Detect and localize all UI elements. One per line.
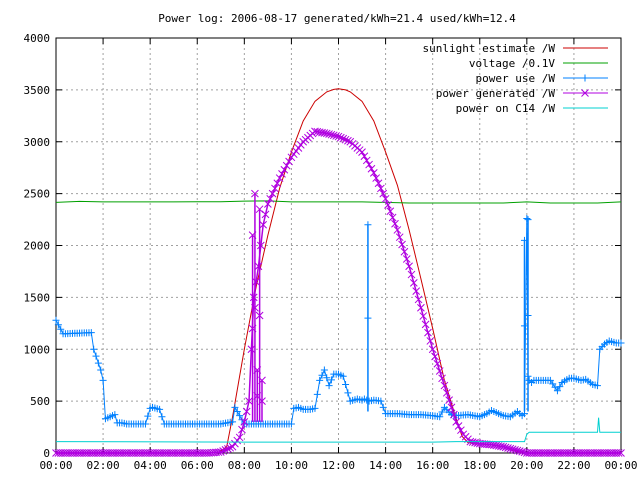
legend-label: sunlight estimate /W bbox=[423, 42, 556, 55]
series-power-on-c14-w bbox=[56, 417, 621, 443]
x-tick-label: 20:00 bbox=[510, 459, 543, 472]
legend-label: power on C14 /W bbox=[456, 102, 556, 115]
plot-frame bbox=[55, 37, 622, 454]
x-tick-label: 02:00 bbox=[87, 459, 120, 472]
y-tick-label: 2500 bbox=[24, 188, 51, 201]
y-tick-label: 3000 bbox=[24, 136, 51, 149]
series-power-use-w bbox=[52, 215, 625, 428]
x-tick-label: 14:00 bbox=[369, 459, 402, 472]
x-tick-label: 18:00 bbox=[463, 459, 496, 472]
series-power-generated-w bbox=[52, 127, 625, 457]
y-tick-label: 3500 bbox=[24, 84, 51, 97]
y-tick-label: 2000 bbox=[24, 240, 51, 253]
x-tick-label: 08:00 bbox=[228, 459, 261, 472]
x-tick-label: 10:00 bbox=[275, 459, 308, 472]
y-tick-label: 4000 bbox=[24, 32, 51, 45]
legend-marker bbox=[581, 74, 589, 82]
legend-label: power use /W bbox=[476, 72, 556, 85]
y-tick-label: 1000 bbox=[24, 343, 51, 356]
y-tick-label: 0 bbox=[43, 447, 50, 460]
legend-marker bbox=[581, 89, 589, 97]
legend: sunlight estimate /W voltage /0.1V power u… bbox=[423, 42, 608, 115]
chart-title: Power log: 2006-08-17 generated/kWh=21.4… bbox=[158, 12, 516, 25]
grid bbox=[56, 38, 621, 453]
y-tick-label: 1500 bbox=[24, 291, 51, 304]
x-tick-label: 00:00 bbox=[604, 459, 637, 472]
legend-label: power generated /W bbox=[436, 87, 556, 100]
series-spikes bbox=[364, 216, 532, 412]
series-spikes bbox=[248, 189, 266, 422]
y-tick-label: 500 bbox=[30, 395, 50, 408]
x-tick-label: 06:00 bbox=[181, 459, 214, 472]
x-tick-label: 16:00 bbox=[416, 459, 449, 472]
legend-label: voltage /0.1V bbox=[469, 57, 555, 70]
axes: 0 500 1000 1500 2000 2500 3000 3500 4000 00:00 02:… bbox=[24, 32, 638, 472]
series-line bbox=[56, 417, 621, 443]
x-tick-label: 22:00 bbox=[557, 459, 590, 472]
series-line bbox=[55, 200, 622, 204]
x-tick-label: 04:00 bbox=[134, 459, 167, 472]
series-markers bbox=[52, 127, 625, 457]
series-markers bbox=[52, 215, 625, 428]
x-tick-label: 00:00 bbox=[39, 459, 72, 472]
series-layer bbox=[52, 88, 625, 457]
series-voltage-0-1v bbox=[55, 200, 622, 204]
x-tick-label: 12:00 bbox=[322, 459, 355, 472]
